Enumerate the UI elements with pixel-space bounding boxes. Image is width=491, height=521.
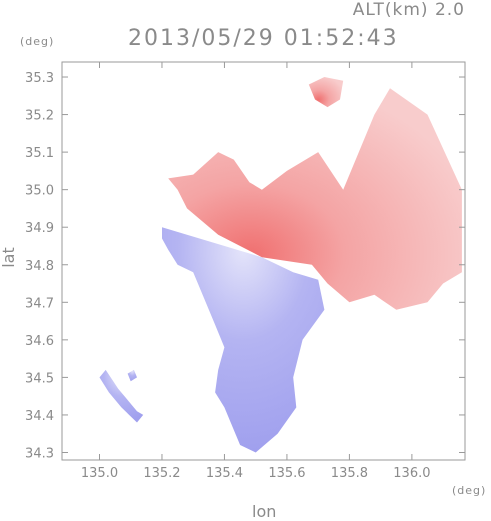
region-northeast-echo [168, 88, 462, 310]
x-tick-label: 135.2 [143, 466, 180, 481]
y-axis-unit: (deg) [20, 35, 55, 48]
y-tick-label: 35.2 [25, 109, 54, 124]
x-tick-label: 135.6 [268, 466, 305, 481]
y-tick-label: 34.5 [25, 371, 54, 386]
y-tick-label: 34.4 [25, 409, 54, 424]
x-tick-label: 136.0 [393, 466, 430, 481]
y-tick-label: 35.0 [25, 184, 54, 199]
echo-regions [99, 77, 462, 453]
region-island-strip [99, 369, 144, 423]
y-tick-label: 35.3 [25, 71, 54, 86]
x-tick-label: 135.8 [331, 466, 368, 481]
timestamp-title: 2013/05/29 01:52:43 [128, 26, 399, 51]
axis-ticks: 135.0 135.2 135.4 135.6 135.8 136.0 34.3 34.4 34… [25, 62, 465, 481]
y-tick-label: 34.8 [25, 259, 54, 274]
x-axis-unit: (deg) [452, 484, 487, 497]
x-tick-label: 135.4 [206, 466, 243, 481]
x-axis-label: lon [252, 502, 277, 521]
y-tick-label: 35.1 [25, 146, 54, 161]
region-southwest-echo [162, 227, 325, 453]
plot-frame [61, 61, 466, 461]
x-tick-label: 135.0 [81, 466, 118, 481]
region-north-cell [308, 77, 344, 108]
y-tick-label: 34.6 [25, 334, 54, 349]
y-tick-label: 34.9 [25, 221, 54, 236]
y-tick-label: 34.7 [25, 296, 54, 311]
region-island-dot [127, 369, 137, 382]
y-tick-label: 34.3 [25, 446, 54, 461]
altitude-label: ALT(km) 2.0 [352, 0, 465, 20]
